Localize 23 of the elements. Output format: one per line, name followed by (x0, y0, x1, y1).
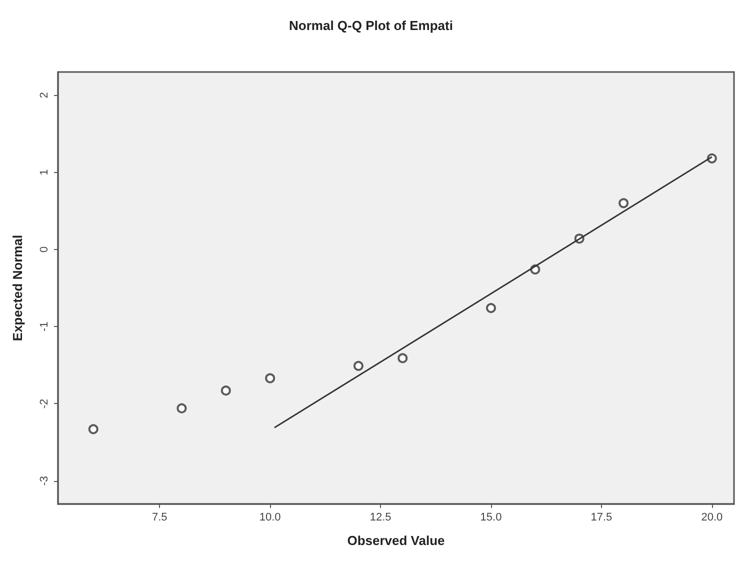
y-tick-label: 1 (38, 169, 50, 176)
y-tick-label: 0 (38, 246, 50, 252)
y-tick-label: -3 (38, 476, 50, 486)
point (353, 360, 364, 371)
x-tick-label: 17.5 (590, 512, 612, 524)
point (88, 424, 98, 434)
y-tick-label: -2 (38, 398, 50, 409)
y-tick-label: 2 (38, 92, 50, 98)
x-axis-title: Observed Value (347, 533, 445, 548)
y-tick-label: -1 (38, 322, 50, 332)
y-axis-title: Expected Normal (10, 234, 25, 342)
x-tick-label: 10.0 (259, 512, 281, 524)
point (220, 386, 231, 396)
point (618, 198, 629, 208)
point (398, 353, 408, 364)
point (176, 403, 187, 414)
x-tick-label: 7.5 (152, 512, 168, 524)
chart-title: Normal Q-Q Plot of Empati (289, 18, 453, 33)
x-tick-label: 15.0 (480, 512, 502, 524)
x-tick-label: 12.5 (370, 512, 392, 524)
point (265, 373, 276, 384)
point (486, 303, 496, 314)
x-tick-label: 20.0 (701, 512, 723, 524)
